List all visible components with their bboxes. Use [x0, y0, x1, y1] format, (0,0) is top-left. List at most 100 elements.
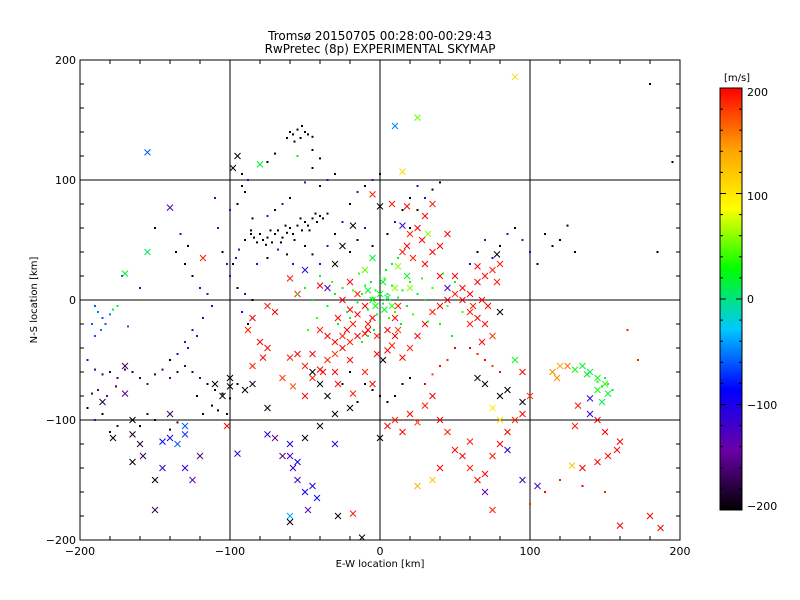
data-point-cross — [331, 260, 339, 268]
data-point-cross — [388, 200, 396, 208]
data-point-cross — [594, 416, 601, 424]
data-point-cross — [241, 386, 249, 394]
data-point-dot — [139, 377, 141, 379]
data-point-cross — [496, 260, 504, 268]
data-point-dot — [356, 191, 359, 193]
data-point-dot — [499, 371, 501, 373]
data-point-dot — [241, 311, 243, 313]
data-point-dot — [277, 229, 279, 232]
data-point-dot — [131, 371, 134, 373]
data-point-dot — [484, 239, 486, 241]
data-point-dot — [454, 347, 456, 349]
chart-subtitle: RwPretec (8p) EXPERIMENTAL SKYMAP — [265, 42, 496, 56]
data-point-cross — [244, 326, 252, 334]
data-point-dot — [304, 131, 306, 133]
data-point-cross — [466, 464, 474, 472]
data-point-dot — [379, 395, 381, 397]
data-point-cross — [406, 284, 414, 292]
data-point-cross — [489, 506, 496, 514]
data-point-dot — [299, 137, 302, 139]
colorbar-tick-label-5: −200 — [747, 500, 777, 513]
data-point-cross — [549, 368, 556, 376]
data-point-dot — [211, 404, 213, 407]
data-point-cross — [574, 402, 582, 409]
data-point-dot — [311, 253, 314, 256]
data-point-cross — [414, 419, 421, 426]
data-point-cross — [474, 314, 481, 322]
data-point-dot — [97, 389, 99, 391]
data-point-cross — [406, 230, 414, 238]
data-point-cross — [451, 272, 459, 280]
data-point-dot — [424, 383, 426, 385]
data-point-dot — [544, 233, 546, 235]
data-point-cross — [343, 326, 351, 334]
data-point-cross — [481, 470, 489, 478]
data-point-cross — [459, 296, 466, 304]
data-point-cross — [346, 338, 354, 346]
data-point-cross — [571, 366, 579, 373]
data-point-cross — [391, 122, 399, 130]
data-point-dot — [311, 135, 314, 138]
data-point-dot — [146, 413, 149, 415]
data-point-dot — [266, 257, 269, 259]
data-point-cross — [316, 326, 324, 334]
data-point-cross — [331, 368, 339, 376]
data-point-cross — [313, 494, 321, 502]
data-point-dot — [491, 365, 494, 367]
data-point-dot — [100, 329, 102, 331]
colorbar-tick-label-4: −100 — [747, 399, 777, 412]
data-point-dot — [296, 128, 299, 131]
data-point-dot — [607, 383, 609, 385]
data-point-dot — [289, 131, 291, 133]
data-point-cross — [391, 332, 399, 340]
data-point-dot — [356, 301, 359, 304]
data-point-dot — [292, 233, 294, 235]
data-point-cross — [286, 452, 294, 460]
data-point-dot — [319, 185, 321, 187]
data-point-dot — [649, 83, 651, 85]
data-point-dot — [424, 299, 426, 301]
data-point-cross — [136, 440, 144, 448]
data-point-dot — [356, 239, 359, 241]
data-point-dot — [191, 329, 194, 331]
data-point-dot — [611, 389, 614, 391]
data-point-dot — [371, 389, 374, 391]
data-point-dot — [574, 251, 576, 253]
data-point-dot — [401, 209, 404, 211]
data-point-cross — [594, 458, 601, 466]
data-point-cross — [414, 482, 421, 490]
data-point-dot — [253, 236, 255, 239]
data-point-cross — [229, 164, 237, 172]
data-point-dot — [431, 287, 434, 289]
data-point-cross — [316, 380, 324, 388]
data-point-cross — [294, 458, 301, 466]
data-point-dot — [199, 377, 201, 379]
data-point-dot — [326, 212, 329, 215]
data-point-cross — [364, 287, 372, 294]
data-point-dot — [364, 383, 366, 385]
data-point-cross — [286, 440, 294, 448]
data-point-dot — [352, 289, 354, 292]
data-point-dot — [101, 413, 104, 415]
data-point-dot — [367, 335, 369, 337]
data-point-dot — [484, 359, 486, 361]
data-point-dot — [439, 365, 441, 367]
data-point-cross — [489, 266, 496, 274]
data-point-dot — [232, 263, 234, 265]
data-point-dot — [244, 239, 246, 241]
data-point-dot — [202, 413, 204, 415]
data-point-dot — [250, 229, 252, 232]
data-point-dot — [175, 251, 177, 253]
data-point-cross — [568, 462, 576, 469]
x-axis-label: E-W location [km] — [336, 559, 425, 570]
data-point-cross — [504, 446, 511, 454]
data-point-cross — [309, 482, 316, 490]
data-point-dot — [364, 185, 366, 187]
data-point-dot — [394, 221, 396, 223]
data-point-dot — [326, 305, 329, 307]
data-point-cross — [601, 428, 609, 436]
data-point-dot — [221, 392, 224, 395]
data-point-dot — [604, 377, 606, 379]
data-point-cross — [519, 476, 526, 484]
